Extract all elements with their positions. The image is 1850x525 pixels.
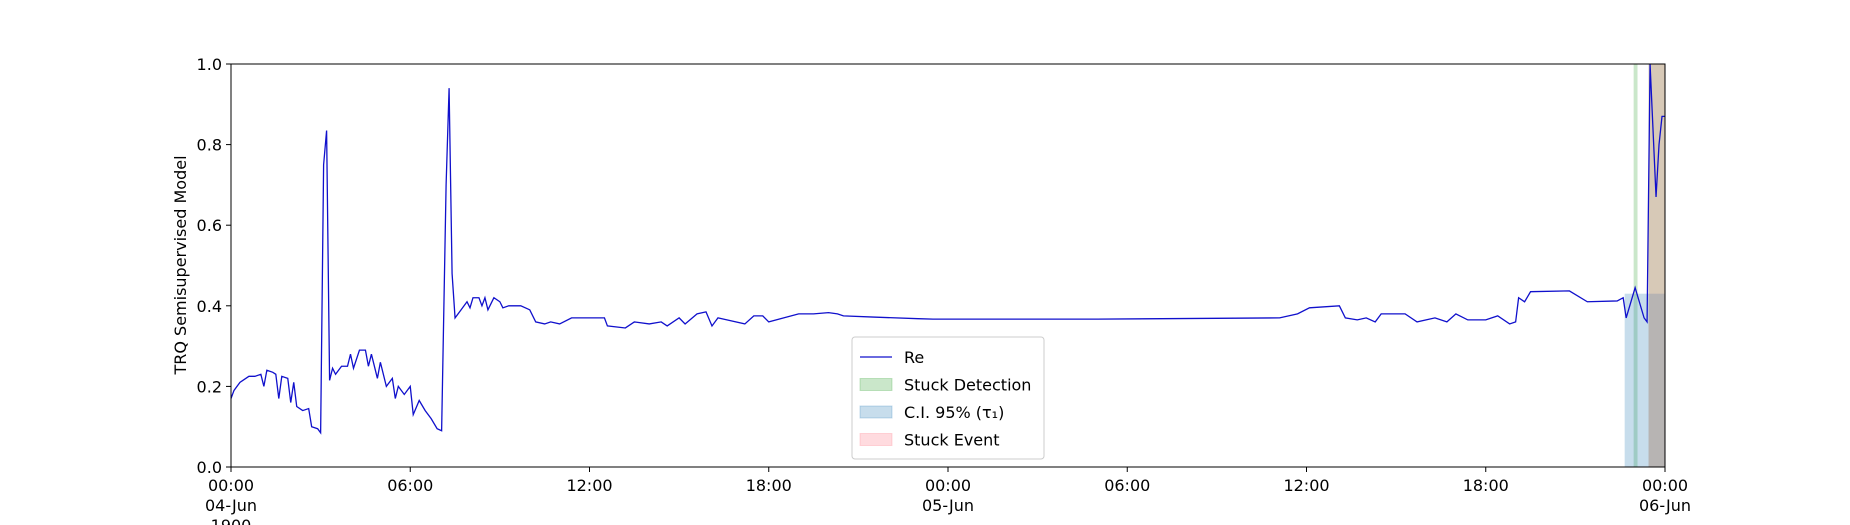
y-tick-label: 0.2 bbox=[197, 377, 222, 396]
y-tick-label: 0.0 bbox=[197, 458, 222, 477]
legend-box bbox=[851, 336, 1045, 460]
x-tick-label: 18:00 bbox=[1463, 476, 1509, 495]
legend-label: C.I. 95% (τ₁) bbox=[904, 403, 1004, 422]
y-tick-label: 0.6 bbox=[197, 216, 222, 235]
x-tick-label: 18:00 bbox=[746, 476, 792, 495]
legend-label: Stuck Detection bbox=[904, 376, 1031, 395]
legend-swatch bbox=[859, 378, 893, 391]
shaded-span bbox=[1648, 64, 1665, 467]
y-tick-label: 0.4 bbox=[197, 297, 222, 316]
y-tick-label: 0.8 bbox=[197, 136, 222, 155]
x-tick-label: 12:00 bbox=[1283, 476, 1329, 495]
shaded-span bbox=[1648, 64, 1665, 467]
y-tick-label: 1.0 bbox=[197, 55, 222, 74]
legend-swatch bbox=[859, 405, 893, 419]
legend-label: Stuck Event bbox=[904, 431, 1000, 450]
legend-label: Re bbox=[904, 348, 924, 367]
x-tick-label: 06:00 bbox=[1104, 476, 1150, 495]
shaded-span bbox=[1624, 293, 1665, 467]
x-tick-label: 00:00 05-Jun bbox=[922, 476, 974, 515]
legend-swatch bbox=[859, 433, 893, 446]
shaded-span bbox=[1633, 64, 1638, 467]
x-tick-label: 00:00 06-Jun bbox=[1639, 476, 1691, 515]
data-line bbox=[231, 64, 1665, 435]
y-axis-label: TRQ Semisupervised Model bbox=[171, 155, 190, 375]
x-tick-label: 06:00 bbox=[387, 476, 433, 495]
plot-frame bbox=[230, 63, 1666, 468]
x-tick-label: 12:00 bbox=[566, 476, 612, 495]
